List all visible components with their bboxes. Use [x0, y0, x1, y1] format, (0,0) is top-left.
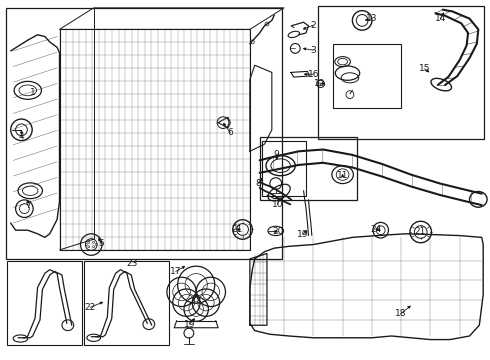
Text: 14: 14: [435, 14, 446, 23]
Text: 15: 15: [419, 64, 430, 73]
Text: 13: 13: [366, 14, 378, 23]
Bar: [7, 261, 82, 345]
Text: 19: 19: [184, 320, 195, 329]
Bar: [260, 137, 357, 200]
Text: 22: 22: [85, 303, 96, 312]
Text: 16: 16: [308, 70, 319, 79]
Bar: [318, 6, 484, 139]
Text: 7: 7: [25, 201, 31, 210]
Text: 19: 19: [297, 230, 308, 239]
Text: 18: 18: [395, 309, 407, 318]
Text: 20: 20: [272, 228, 284, 237]
Text: 11: 11: [337, 171, 348, 180]
Text: 3: 3: [311, 46, 316, 55]
Text: 9: 9: [274, 150, 280, 159]
Bar: [262, 140, 306, 196]
Bar: [84, 261, 170, 345]
Bar: [333, 44, 401, 108]
Text: 6: 6: [227, 128, 233, 137]
Text: 4: 4: [19, 132, 25, 141]
Text: 10: 10: [272, 200, 283, 209]
Text: 24: 24: [370, 225, 381, 234]
Bar: [6, 8, 282, 259]
Text: 2: 2: [311, 21, 316, 30]
Text: 17: 17: [170, 267, 181, 276]
Text: 5: 5: [98, 239, 104, 248]
Text: 23: 23: [126, 259, 138, 268]
Text: 8: 8: [256, 179, 262, 188]
Text: 12: 12: [314, 79, 325, 88]
Text: 21: 21: [414, 228, 425, 237]
Text: 21: 21: [231, 225, 243, 234]
Text: 1: 1: [30, 87, 36, 96]
